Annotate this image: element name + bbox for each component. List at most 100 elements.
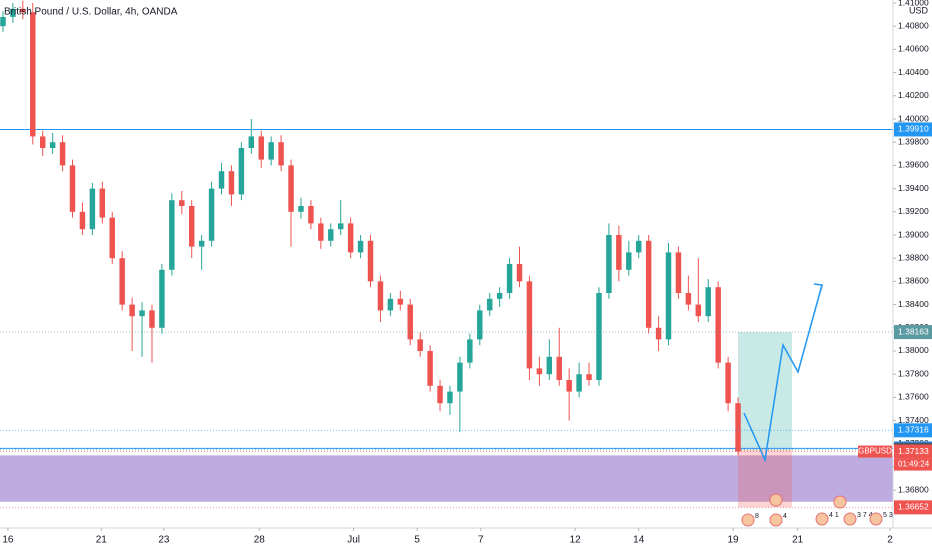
candle-body bbox=[308, 206, 314, 224]
x-tick-label: Jul bbox=[347, 535, 360, 546]
candle-body bbox=[725, 362, 731, 404]
candle-body bbox=[238, 148, 245, 195]
candle-body bbox=[516, 264, 523, 282]
y-tick-label: 1.41000 bbox=[898, 0, 929, 7]
candle-body bbox=[367, 240, 374, 282]
price-label: 1.37316 bbox=[898, 425, 929, 435]
event-icon bbox=[843, 512, 857, 526]
candle-body bbox=[526, 281, 533, 369]
candle-body bbox=[665, 252, 672, 340]
price-label: 1.38163 bbox=[898, 326, 929, 336]
event-count: 3 7 4 bbox=[857, 512, 873, 519]
currency: USD bbox=[909, 5, 929, 15]
candle-body bbox=[735, 403, 741, 452]
x-tick-label: 12 bbox=[570, 535, 582, 546]
event-icon bbox=[869, 512, 883, 526]
price-label: 1.39910 bbox=[898, 124, 929, 134]
candle-body bbox=[258, 136, 264, 160]
time-axis bbox=[0, 528, 932, 550]
y-tick-label: 1.37400 bbox=[898, 415, 929, 425]
y-tick-label: 1.39800 bbox=[898, 136, 929, 146]
x-tick-label: 16 bbox=[2, 535, 14, 546]
candle-body bbox=[635, 240, 642, 253]
price-label-box bbox=[894, 325, 932, 340]
candle-body bbox=[437, 385, 443, 404]
candle-body bbox=[536, 368, 543, 375]
y-tick-label: 1.38400 bbox=[898, 299, 929, 309]
y-tick-label: 1.40800 bbox=[898, 20, 929, 30]
candle-body bbox=[79, 211, 86, 230]
candle-body bbox=[169, 200, 175, 270]
y-tick-label: 1.39200 bbox=[898, 206, 929, 216]
candle-body bbox=[397, 298, 404, 305]
candle-body bbox=[10, 8, 16, 17]
candle-body bbox=[377, 281, 384, 311]
candle-body bbox=[546, 356, 553, 375]
countdown-box bbox=[894, 458, 932, 471]
x-tick-label: 21 bbox=[792, 535, 804, 546]
event-count: 4 bbox=[783, 513, 787, 520]
x-tick-label: 2 bbox=[887, 535, 893, 546]
x-tick-label: 28 bbox=[254, 535, 266, 546]
candle-body bbox=[506, 264, 513, 293]
candle-body bbox=[288, 165, 294, 212]
candle-body bbox=[268, 142, 274, 160]
candle-body bbox=[179, 200, 185, 207]
candle-body bbox=[208, 188, 215, 241]
x-tick-label: 5 bbox=[414, 535, 420, 546]
symbol-box bbox=[858, 445, 892, 458]
chart-title: British Pound / U.S. Dollar, 4h, OANDA bbox=[4, 7, 178, 18]
candle-body bbox=[149, 310, 155, 328]
candle-body bbox=[129, 304, 135, 317]
candle-body bbox=[198, 240, 205, 247]
candle-body bbox=[566, 379, 572, 392]
candle-body bbox=[119, 258, 125, 305]
candle-body bbox=[159, 269, 165, 328]
zone bbox=[0, 455, 893, 502]
x-tick-label: 7 bbox=[478, 535, 484, 546]
candle-body bbox=[248, 136, 255, 149]
candle-body bbox=[407, 304, 413, 340]
price-label: 1.36652 bbox=[898, 502, 929, 512]
candle-body bbox=[486, 298, 493, 311]
candle-body bbox=[586, 374, 592, 380]
x-tick-label: 21 bbox=[96, 535, 108, 546]
candle-body bbox=[228, 171, 235, 195]
candle-body bbox=[188, 206, 195, 247]
event-icon bbox=[769, 493, 783, 507]
y-tick-label: 1.40400 bbox=[898, 67, 929, 77]
event-icon bbox=[741, 513, 755, 527]
candle-body bbox=[357, 240, 364, 253]
y-tick-label: 1.38600 bbox=[898, 276, 929, 286]
candle-body bbox=[30, 12, 36, 137]
event-icon bbox=[769, 513, 783, 527]
candle-body bbox=[645, 240, 652, 328]
candle-body bbox=[318, 223, 324, 241]
price-label-box bbox=[894, 423, 932, 438]
projection-arrow bbox=[813, 283, 823, 294]
candle-body bbox=[556, 356, 562, 380]
candle-body bbox=[347, 223, 354, 253]
y-tick-label: 1.40600 bbox=[898, 44, 929, 54]
candle-body bbox=[655, 327, 662, 340]
candle-body bbox=[626, 252, 632, 270]
candle-body bbox=[705, 287, 711, 317]
y-tick-label: 1.38800 bbox=[898, 252, 929, 262]
candle-body bbox=[69, 165, 76, 212]
candle-body bbox=[606, 235, 612, 293]
y-tick-label: 1.40200 bbox=[898, 90, 929, 100]
candle-body bbox=[298, 206, 304, 212]
price-label-box bbox=[894, 500, 932, 515]
candle-body bbox=[278, 142, 284, 166]
candle-body bbox=[49, 142, 56, 149]
event-icon bbox=[833, 495, 847, 509]
y-tick-label: 1.37600 bbox=[898, 392, 929, 402]
x-tick-label: 14 bbox=[633, 535, 645, 546]
candle-body bbox=[109, 217, 115, 259]
event-count: 8 bbox=[755, 513, 759, 520]
plot: 8 4 4 1 3 7 4 5 3 bbox=[0, 0, 893, 527]
candle-body bbox=[695, 304, 702, 317]
candle-body bbox=[39, 136, 46, 149]
